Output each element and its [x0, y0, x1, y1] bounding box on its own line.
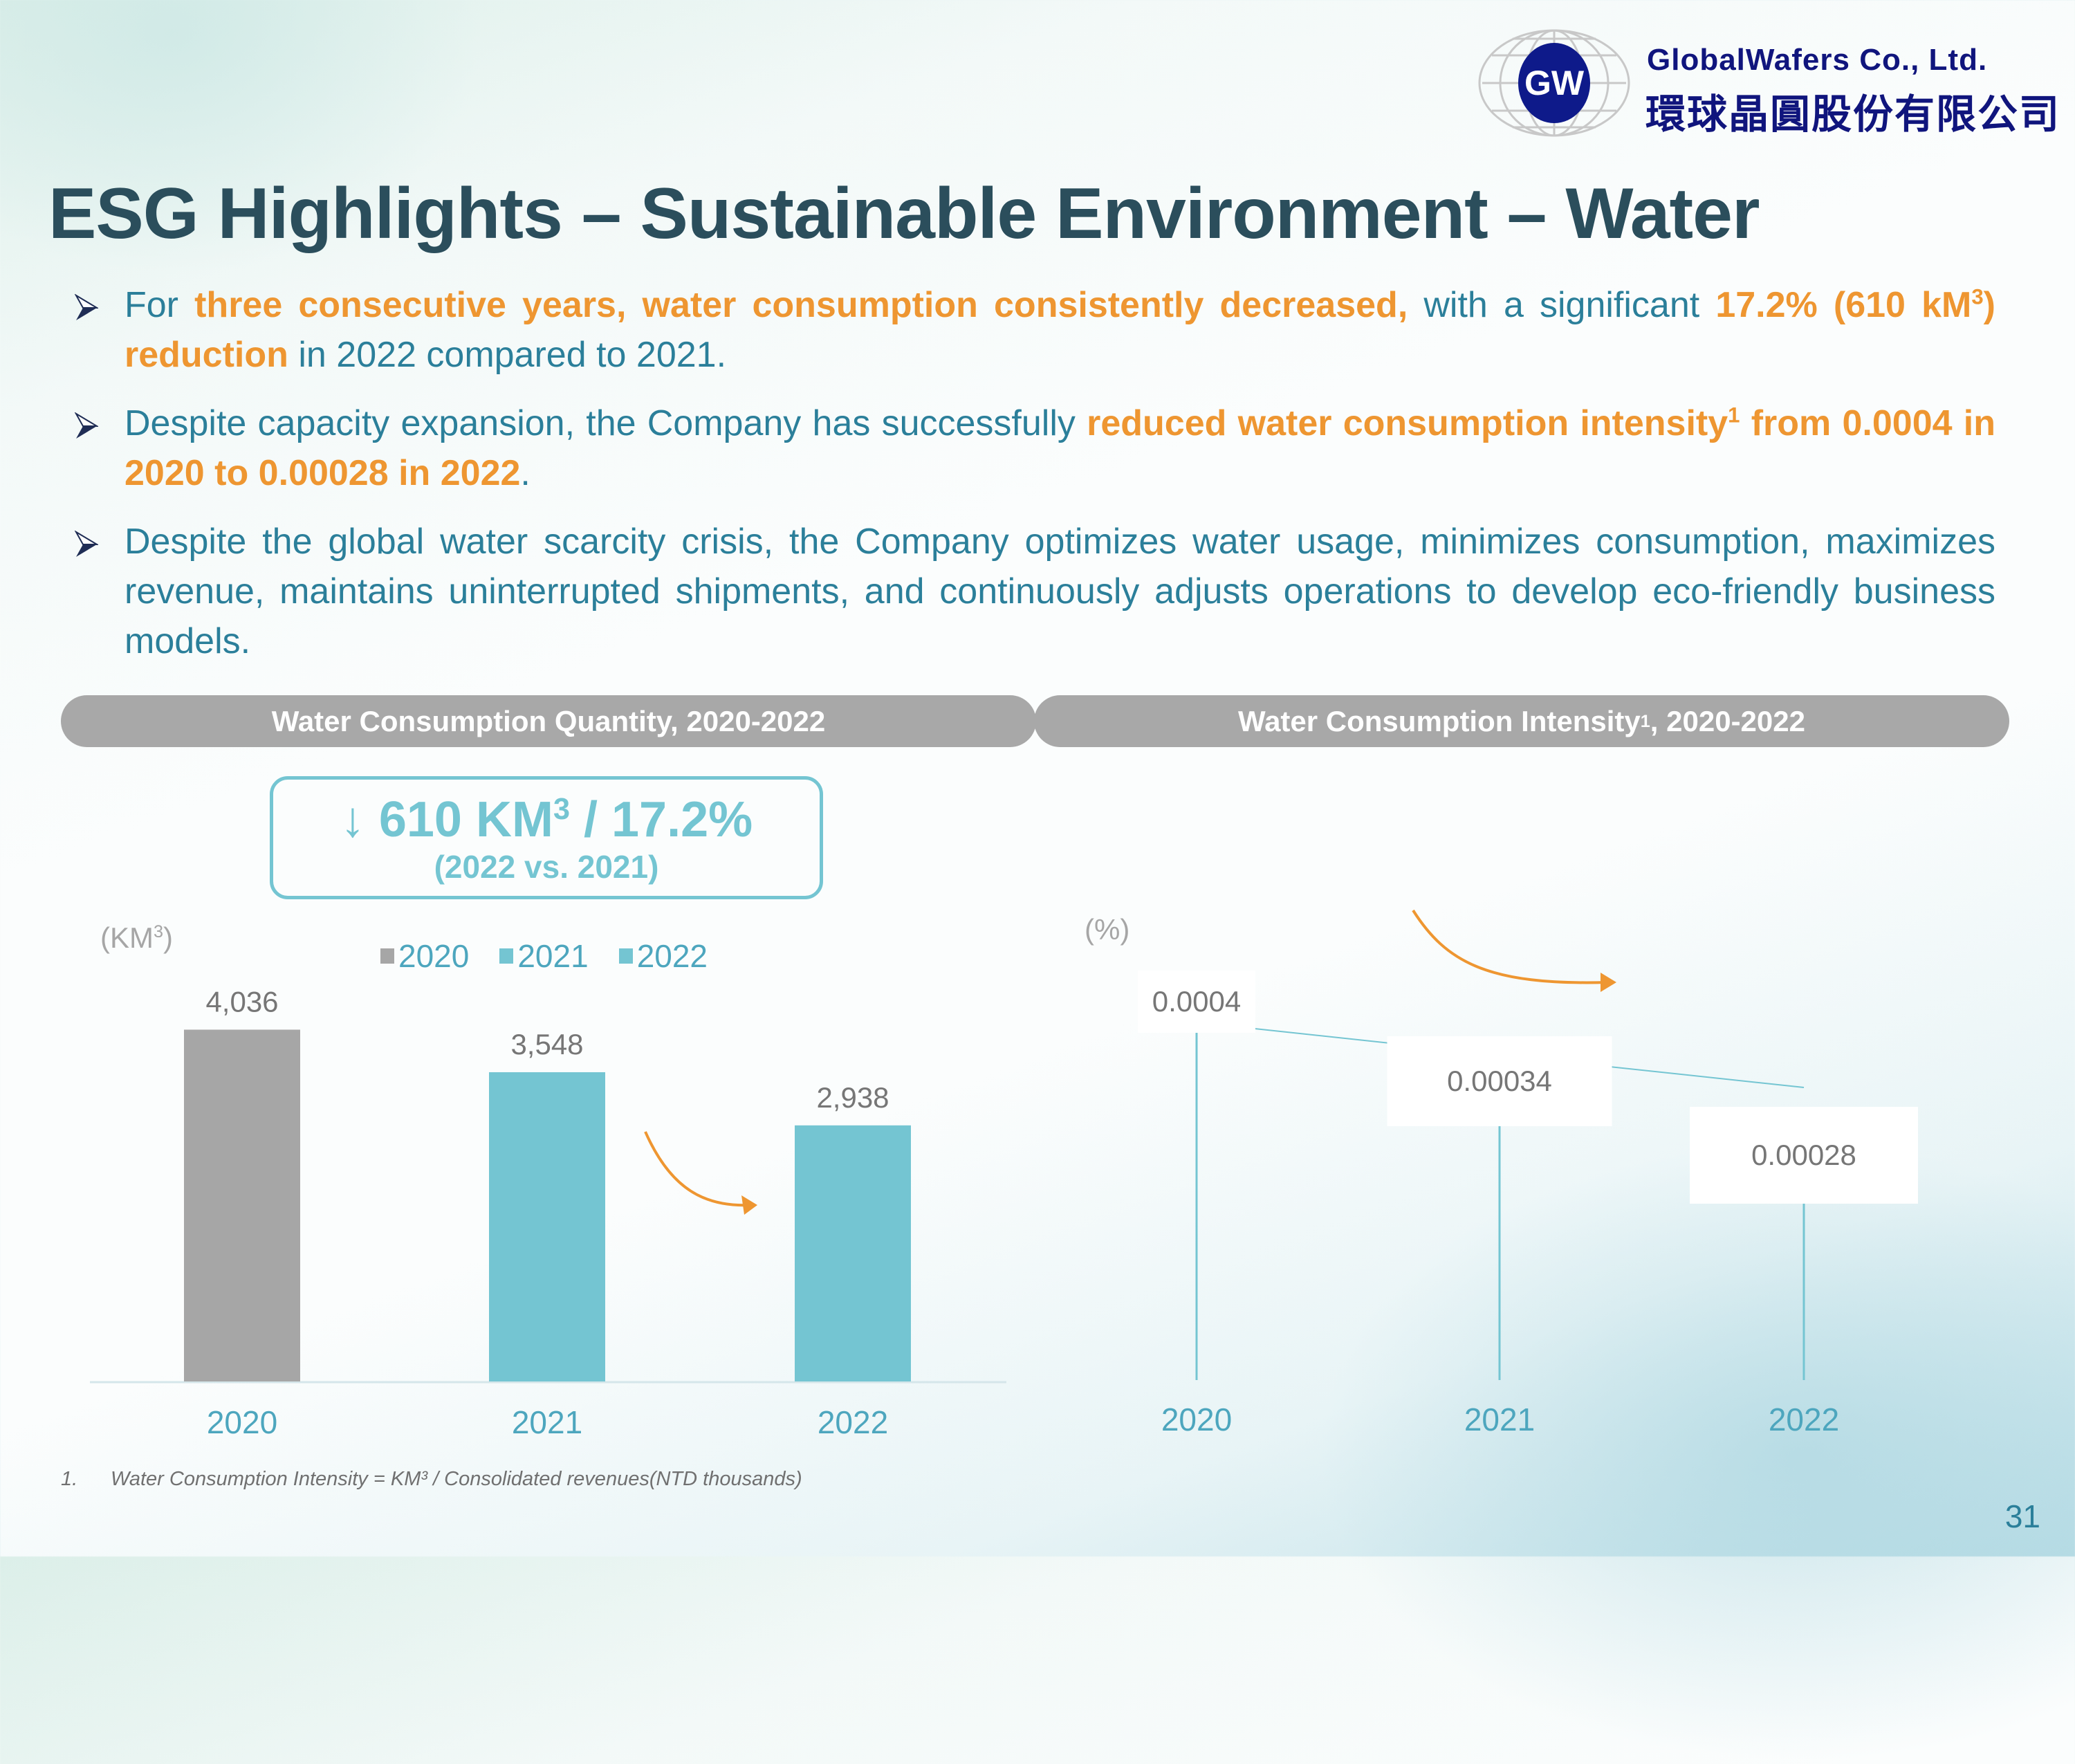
x-tick-label: 2022 [1769, 1402, 1839, 1437]
trend-arrow-curve [1413, 910, 1608, 982]
trend-arrowhead-icon [1601, 973, 1616, 992]
x-tick-label: 2021 [1464, 1402, 1535, 1437]
footnote: 1.Water Consumption Intensity = KM³ / Co… [61, 1468, 802, 1491]
footnote-text: Water Consumption Intensity = KM³ / Cons… [111, 1468, 802, 1490]
data-label: 0.00034 [1447, 1065, 1552, 1097]
data-label: 0.00028 [1751, 1139, 1856, 1171]
data-label: 0.0004 [1152, 985, 1241, 1018]
footnote-number: 1. [61, 1468, 111, 1491]
x-tick-label: 2020 [1161, 1402, 1232, 1437]
page-number: 31 [2005, 1498, 2040, 1535]
water-intensity-line-chart: 0.0004 2020 0.00034 2021 0.00028 2022 [0, 0, 2075, 1556]
